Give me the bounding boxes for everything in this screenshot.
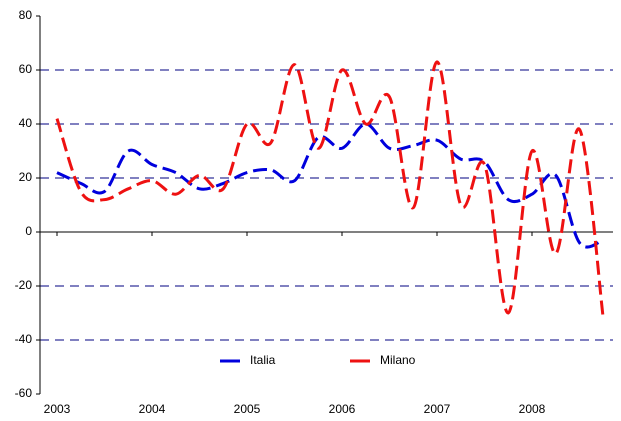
y-tick-label: -40 xyxy=(15,332,33,346)
x-tick-label: 2006 xyxy=(329,402,356,416)
x-tick-label: 2005 xyxy=(234,402,261,416)
x-tick-label: 2003 xyxy=(44,402,71,416)
y-tick-label: 20 xyxy=(19,170,33,184)
series-line xyxy=(55,60,605,319)
y-tick-label: -60 xyxy=(15,386,33,400)
y-tick-label: 80 xyxy=(19,8,33,22)
x-tick-label: 2008 xyxy=(519,402,546,416)
y-tick-label: 60 xyxy=(19,62,33,76)
legend-label: Milano xyxy=(380,353,416,367)
y-tick-label: -20 xyxy=(15,278,33,292)
series-line xyxy=(56,122,604,249)
y-tick-label: 0 xyxy=(25,224,32,238)
x-tick-label: 2004 xyxy=(139,402,166,416)
y-tick-label: 40 xyxy=(19,116,33,130)
x-tick-label: 2007 xyxy=(424,402,451,416)
legend-label: Italia xyxy=(250,353,276,367)
